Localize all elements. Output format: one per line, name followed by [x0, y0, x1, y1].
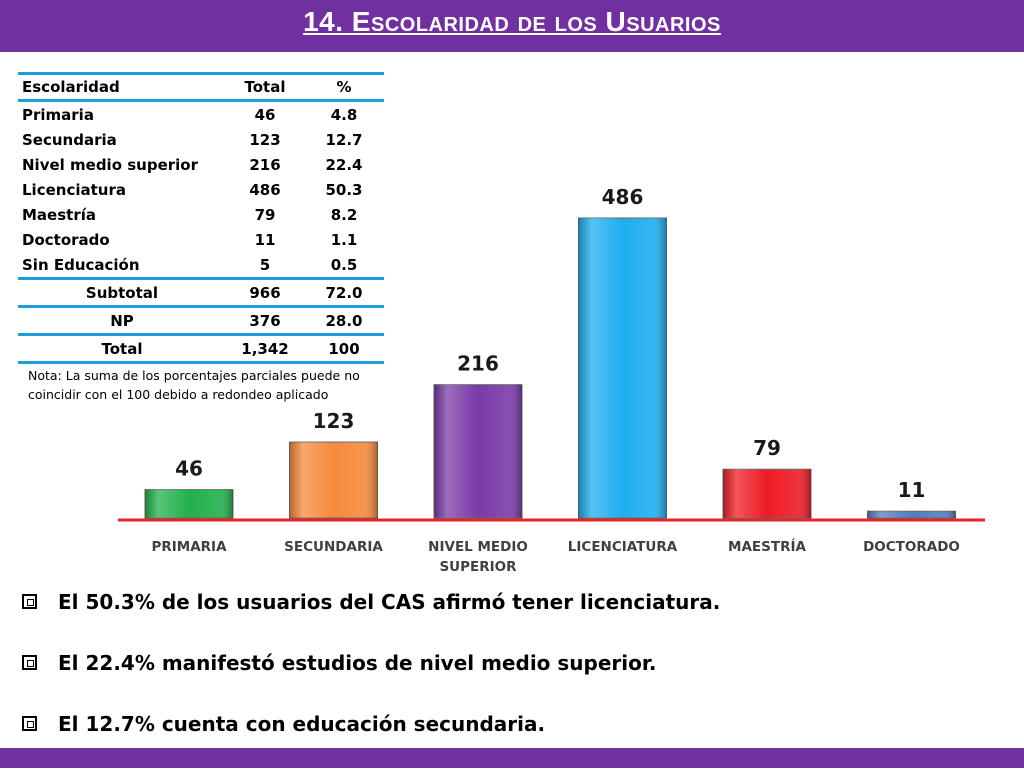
row-percent: 0.5	[330, 255, 358, 274]
row-label: Sin Educación	[22, 255, 140, 274]
row-label: Licenciatura	[22, 180, 126, 199]
row-total: 486	[249, 180, 281, 199]
row-percent: 22.4	[325, 155, 363, 174]
row-total: 46	[254, 105, 276, 124]
row-total: 79	[254, 205, 276, 224]
table-header-row: Escolaridad Total %	[18, 72, 384, 102]
subtotal-percent: 72.0	[304, 277, 384, 307]
np-percent: 28.0	[304, 305, 384, 335]
bullet-list: El 50.3% de los usuarios del CAS afirmó …	[22, 590, 1002, 773]
subtotal-label: Subtotal	[18, 277, 226, 307]
table-row: Secundaria 123 12.7	[18, 127, 384, 152]
row-percent: 1.1	[330, 230, 358, 249]
subtotal-total: 966	[226, 277, 304, 307]
row-percent: 4.8	[330, 105, 358, 124]
bar-value-label: 79	[753, 436, 781, 460]
bullet-text: El 12.7% cuenta con educación secundaria…	[58, 712, 546, 736]
bar-shading	[578, 218, 667, 518]
bar-value-label: 123	[313, 409, 355, 433]
row-percent: 8.2	[330, 205, 358, 224]
title-bar	[0, 0, 1024, 52]
checkbox-bullet-icon	[22, 716, 37, 731]
table-row: Primaria 46 4.8	[18, 101, 384, 128]
checkbox-bullet-icon	[22, 655, 37, 670]
bar-chart: 46 PRIMARIA 123 SECUNDARIA 216 NIVEL MEDIO SUP…	[118, 185, 985, 575]
category-label: SUPERIOR	[439, 559, 517, 575]
bullet-item: El 12.7% cuenta con educación secundaria…	[22, 712, 1002, 773]
header-escolaridad: Escolaridad	[18, 72, 226, 102]
row-percent: 50.3	[325, 180, 363, 199]
np-label: NP	[18, 305, 226, 335]
bar-value-label: 216	[457, 352, 499, 376]
row-total: 11	[254, 230, 276, 249]
total-label: Total	[18, 333, 226, 364]
category-label: NIVEL MEDIO	[428, 539, 528, 555]
bullet-item: El 50.3% de los usuarios del CAS afirmó …	[22, 590, 1002, 651]
row-percent: 12.7	[325, 130, 363, 149]
bar-shading	[723, 469, 811, 518]
row-total: 123	[249, 130, 281, 149]
category-label: SECUNDARIA	[284, 539, 383, 555]
category-label: PRIMARIA	[151, 539, 227, 555]
bar-value-label: 46	[175, 457, 203, 481]
row-label: Maestría	[22, 205, 96, 224]
bar-shading	[289, 442, 378, 518]
education-table: Escolaridad Total % Primaria 46 4.8 Secu…	[18, 72, 384, 364]
subtotal-row: Subtotal 966 72.0	[18, 277, 384, 307]
row-label: Secundaria	[22, 130, 117, 149]
table-note: Nota: La suma de los porcentajes parcial…	[28, 368, 360, 402]
row-total: 5	[259, 255, 271, 274]
bar-shading	[145, 489, 233, 518]
bar-shading	[434, 384, 522, 518]
bar-value-label: 11	[898, 478, 926, 502]
np-row: NP 376 28.0	[18, 305, 384, 335]
category-label: DOCTORADO	[863, 539, 960, 555]
bottom-bar	[0, 748, 1024, 768]
row-label: Primaria	[22, 105, 94, 124]
row-label: Doctorado	[22, 230, 110, 249]
bar-shading	[867, 511, 956, 518]
checkbox-bullet-icon	[22, 594, 37, 609]
table-row: Sin Educación 5 0.5	[18, 252, 384, 279]
row-total: 216	[249, 155, 281, 174]
category-label: LICENCIATURA	[568, 539, 678, 555]
total-total: 1,342	[226, 333, 304, 364]
row-label: Nivel medio superior	[22, 155, 198, 174]
table-row: Maestría 79 8.2	[18, 202, 384, 227]
page-title: 14. Escolaridad de los Usuarios	[303, 6, 721, 37]
header-total: Total	[226, 72, 304, 102]
header-percent: %	[304, 72, 384, 102]
bullet-text: El 22.4% manifestó estudios de nivel med…	[58, 651, 657, 675]
table-row: Licenciatura 486 50.3	[18, 177, 384, 202]
table-row: Doctorado 11 1.1	[18, 227, 384, 252]
total-percent: 100	[304, 333, 384, 364]
bullet-item: El 22.4% manifestó estudios de nivel med…	[22, 651, 1002, 712]
table-row: Nivel medio superior 216 22.4	[18, 152, 384, 177]
bullet-text: El 50.3% de los usuarios del CAS afirmó …	[58, 590, 721, 614]
total-row: Total 1,342 100	[18, 333, 384, 364]
bar-value-label: 486	[602, 185, 644, 209]
category-label: MAESTRÍA	[728, 538, 806, 555]
np-total: 376	[226, 305, 304, 335]
